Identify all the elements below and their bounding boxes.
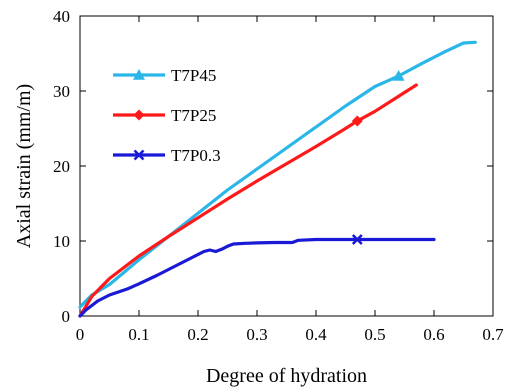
- y-tick-label: 10: [53, 232, 70, 251]
- x-tick-label: 0.2: [187, 325, 208, 344]
- series-marker-t7p0-3: [351, 234, 363, 245]
- series-layer: [78, 40, 477, 318]
- x-tick-label: 0.4: [305, 325, 327, 344]
- series-line-t7p45: [78, 40, 477, 309]
- y-tick-label: 30: [53, 82, 70, 101]
- x-tick-label: 0.6: [423, 325, 444, 344]
- y-tick-label: 0: [62, 307, 71, 326]
- legend-label-t7p45: T7P45: [171, 66, 216, 85]
- x-tick-label: 0.7: [482, 325, 504, 344]
- series-marker-t7p45: [392, 70, 405, 81]
- legend: T7P45 T7P25 T7P0.3: [113, 66, 221, 165]
- y-tick-label: 20: [53, 157, 70, 176]
- axis-ticks: [79, 15, 494, 317]
- series-line-t7p0-3: [78, 237, 436, 318]
- x-axis-title: Degree of hydration: [206, 365, 367, 387]
- x-tick-label: 0: [76, 325, 85, 344]
- tick-labels: 0 0.1 0.2 0.3 0.4 0.5 0.6 0.7 0 10 20 30 40: [53, 7, 504, 344]
- legend-label-t7p25: T7P25: [171, 106, 216, 125]
- x-tick-label: 0.1: [128, 325, 149, 344]
- x-tick-label: 0.5: [364, 325, 385, 344]
- x-tick-label: 0.3: [246, 325, 267, 344]
- legend-label-t7p0-3: T7P0.3: [171, 146, 221, 165]
- legend-marker-t7p25: [133, 109, 145, 121]
- series-line-t7p25: [78, 83, 418, 318]
- legend-marker-t7p45: [133, 69, 145, 80]
- legend-marker-t7p0-3: [133, 149, 145, 161]
- y-tick-label: 40: [53, 7, 70, 26]
- y-axis-title: Axial strain (mm/m): [13, 84, 35, 248]
- series-marker-t7p25: [351, 115, 363, 127]
